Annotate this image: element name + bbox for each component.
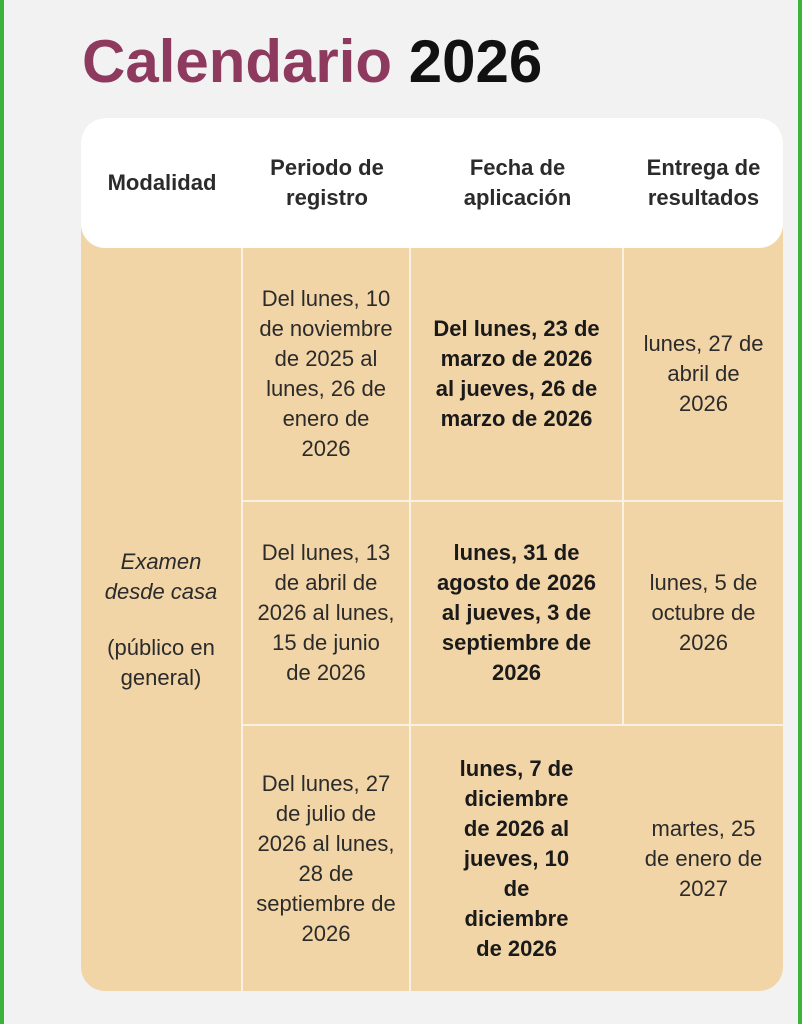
window-frame-left bbox=[0, 0, 4, 1024]
title-word-year: 2026 bbox=[408, 28, 543, 95]
row1-fecha: Del lunes, 23 de marzo de 2026 al jueves… bbox=[433, 316, 600, 431]
row3-fecha: lunes, 7 de diciembre de 2026 al jueves,… bbox=[459, 755, 574, 961]
row1-entrega: lunes, 27 de abril de 2026 bbox=[643, 331, 764, 416]
header-modalidad: Modalidad bbox=[107, 170, 217, 195]
header-entrega: Entrega de resultados bbox=[646, 155, 761, 210]
grid-line bbox=[241, 248, 243, 991]
window-frame-right bbox=[798, 0, 802, 1024]
modalidad-type: Examen desde casa bbox=[104, 548, 218, 604]
grid-line bbox=[243, 500, 783, 502]
row1-periodo: Del lunes, 10 de noviembre de 2025 al lu… bbox=[259, 286, 393, 461]
calendar-table: Modalidad Periodo de registro Fecha de a… bbox=[81, 118, 783, 991]
page-title: Calendario 2026 bbox=[82, 22, 542, 102]
row3-entrega: martes, 25 de enero de 2027 bbox=[644, 815, 763, 901]
grid-line bbox=[622, 248, 624, 725]
table-header: Modalidad Periodo de registro Fecha de a… bbox=[81, 118, 783, 248]
grid-line bbox=[243, 724, 783, 726]
modalidad-cell: Examen desde casa (público en general) bbox=[81, 248, 241, 991]
header-fecha: Fecha de aplicación bbox=[463, 155, 572, 210]
row2-periodo: Del lunes, 13 de abril de 2026 al lunes,… bbox=[257, 540, 395, 685]
header-periodo: Periodo de registro bbox=[270, 155, 384, 210]
grid-line bbox=[409, 248, 411, 991]
row3-periodo: Del lunes, 27 de julio de 2026 al lunes,… bbox=[256, 770, 396, 946]
modalidad-audience: (público en general) bbox=[107, 634, 215, 690]
row2-entrega: lunes, 5 de octubre de 2026 bbox=[649, 570, 758, 655]
title-word-calendario: Calendario bbox=[82, 28, 393, 95]
row2-fecha: lunes, 31 de agosto de 2026 al jueves, 3… bbox=[437, 540, 596, 685]
